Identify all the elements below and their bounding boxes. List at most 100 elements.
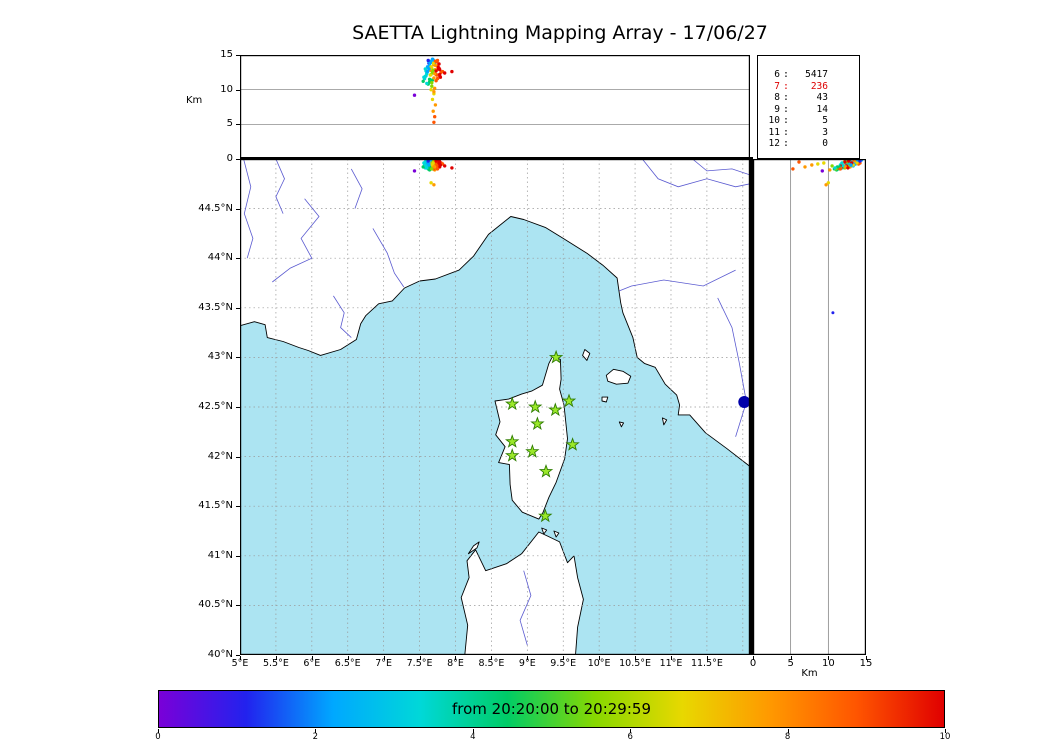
lightning-point <box>838 167 843 171</box>
lightning-point <box>803 165 807 169</box>
lightning-point <box>432 183 436 187</box>
station-star-icon <box>561 393 577 408</box>
tick-label: 8.5°E <box>478 658 505 669</box>
stations-layer <box>504 349 580 523</box>
tick-label: 10°E <box>587 658 611 669</box>
source-count-key: 7 <box>774 80 780 92</box>
lightning-point <box>450 166 454 170</box>
tick-mark <box>235 407 240 408</box>
lightning-point <box>443 71 447 75</box>
tick-mark <box>491 655 493 660</box>
tick-mark <box>275 655 277 660</box>
station-star-icon <box>530 416 545 430</box>
tick-label: 7°E <box>375 658 393 669</box>
tick-mark <box>599 655 601 660</box>
altitude-longitude-panel <box>240 55 750 159</box>
source-count-value: 43 <box>816 92 828 103</box>
lightning-point <box>843 160 847 164</box>
tick-mark <box>787 728 789 733</box>
station-star-icon <box>538 463 554 478</box>
lightning-point <box>428 60 433 65</box>
lightning-point <box>433 72 437 76</box>
lightning-point <box>826 181 830 185</box>
time-colorbar: from 20:20:00 to 20:29:59 <box>158 690 945 728</box>
lightning-point <box>432 76 436 80</box>
lightning-point <box>412 169 417 173</box>
panel-frame <box>753 159 866 655</box>
lightning-point <box>431 161 435 165</box>
source-count-row: 8: 43 <box>766 92 859 104</box>
tick-mark <box>235 124 240 126</box>
lightning-point <box>422 161 426 165</box>
lightning-point <box>433 115 437 119</box>
source-count-key: 9 <box>774 103 780 115</box>
tick-mark <box>419 655 421 660</box>
tick-label: 0 <box>155 732 161 742</box>
tick-mark <box>235 506 240 508</box>
source-count-row: 7: 236 <box>766 81 859 93</box>
tick-label: 15 <box>220 49 233 60</box>
lightning-point <box>421 79 425 83</box>
lightning-point <box>816 162 820 166</box>
tick-mark <box>235 357 240 359</box>
panel-frame <box>240 55 750 159</box>
tick-mark <box>945 728 946 733</box>
lightning-point <box>438 72 442 77</box>
source-count-colon: : <box>783 69 789 80</box>
tick-label: 5°E <box>231 658 249 669</box>
source-counts-panel: 6: 5417 7: 236 8: 43 9: 14 10: 5 11: 3 12: 0 <box>757 55 860 159</box>
tick-mark <box>235 159 240 160</box>
tick-mark <box>235 655 240 656</box>
lightning-point <box>430 81 434 85</box>
tick-label: 42°N <box>207 450 233 462</box>
lightning-point <box>437 62 441 66</box>
tick-label: 8°E <box>447 658 464 669</box>
tick-label: 9.5°E <box>550 658 577 669</box>
source-count-colon: : <box>783 92 789 103</box>
lightning-point <box>437 66 441 70</box>
source-count-row: 6: 5417 <box>766 69 859 81</box>
tick-label: 41.5°N <box>198 500 233 512</box>
station-star-icon <box>528 399 543 414</box>
lightning-point <box>828 168 832 172</box>
tick-mark <box>158 728 159 733</box>
lightning-point <box>846 166 850 170</box>
source-count-row: 10: 5 <box>766 115 859 127</box>
frame-divider-vertical <box>750 157 753 655</box>
tick-label: 6 <box>627 732 633 742</box>
tick-mark <box>311 655 313 660</box>
lightning-point <box>435 76 440 81</box>
tick-mark <box>472 728 474 733</box>
tick-label: 7.5°E <box>406 658 433 669</box>
source-count-value: 3 <box>822 126 828 138</box>
lightning-point <box>831 311 835 315</box>
lightning-point <box>830 164 834 168</box>
lightning-point <box>427 67 431 71</box>
colorbar-label: from 20:20:00 to 20:29:59 <box>451 700 651 718</box>
lightning-point <box>434 69 438 73</box>
altitude-latitude-panel <box>753 159 866 655</box>
lightning-point <box>791 167 795 171</box>
tick-label: 2 <box>312 732 319 742</box>
lightning-point <box>430 167 434 171</box>
tick-mark <box>315 728 317 733</box>
tick-label: 43.5°N <box>198 301 233 313</box>
tick-mark <box>235 55 240 56</box>
lightning-point <box>422 75 426 79</box>
source-count-row: 12: 0 <box>766 138 859 150</box>
tick-mark <box>635 655 637 660</box>
lightning-point <box>840 161 844 165</box>
source-count-value: 236 <box>810 80 828 92</box>
tick-label: 9°E <box>518 658 536 669</box>
rivers-layer <box>243 159 750 646</box>
station-star-icon <box>504 448 520 462</box>
source-count-value: 14 <box>816 103 828 115</box>
lightning-point <box>426 58 430 63</box>
source-count-colon: : <box>783 115 789 126</box>
map-panel <box>240 159 750 655</box>
lightning-point <box>425 69 430 74</box>
source-count-colon: : <box>783 103 789 115</box>
station-star-icon <box>504 434 520 448</box>
frame-divider-horizontal <box>240 157 753 160</box>
